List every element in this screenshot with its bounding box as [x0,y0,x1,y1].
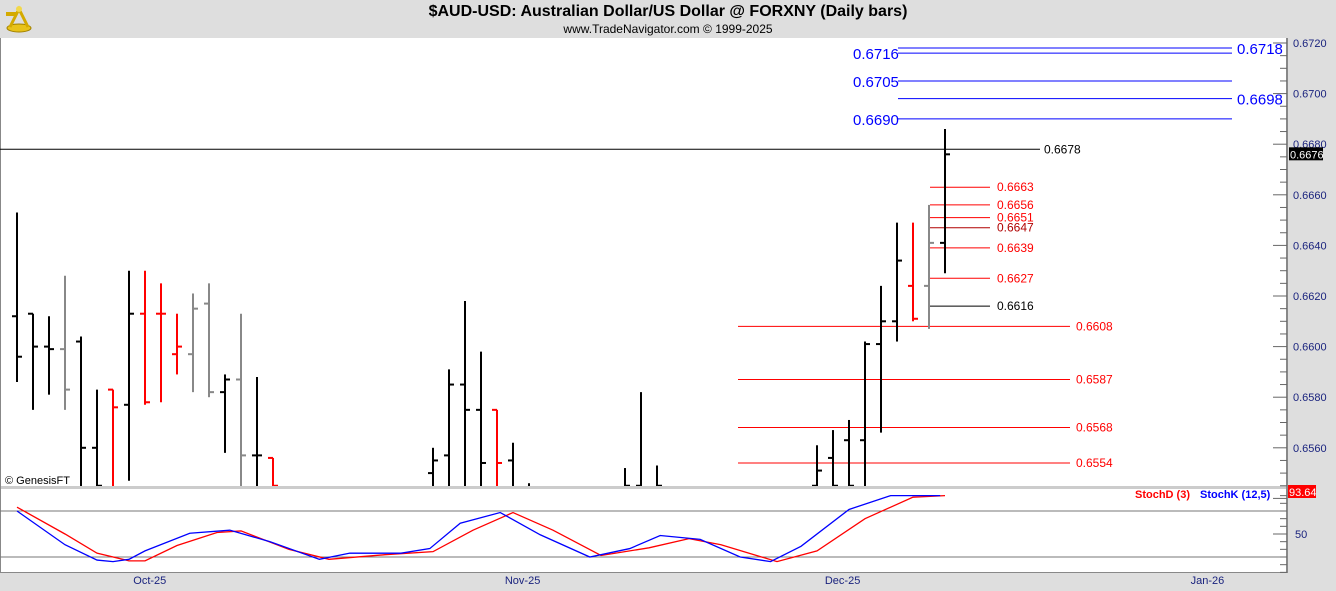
ohlc-bar [44,316,54,395]
y-tick-label: 0.6580 [1293,392,1327,404]
ohlc-bar [60,275,70,410]
level-label: 0.6554 [1076,456,1113,470]
stoch-series-k [16,494,941,563]
x-tick-label: Jan-26 [1191,575,1225,587]
ohlc-bar [12,212,22,383]
level-label: 0.6705 [853,74,899,91]
stoch-tick-label: 50 [1295,529,1307,541]
ohlc-bar [892,222,902,342]
ohlc-bar [476,351,486,486]
stoch-last-badge [1288,485,1316,498]
level-label: 0.6716 [853,46,899,63]
chart-title: $AUD-USD: Australian Dollar/US Dollar @ … [428,3,908,20]
level-label: 0.6587 [1076,372,1113,386]
ohlc-bar [76,336,86,486]
x-tick-label: Nov-25 [505,575,540,587]
legend-stochd: StochD (3) [1135,489,1190,501]
ohlc-bar [924,204,934,329]
ohlc-bar [656,465,662,486]
chart-subtitle: www.TradeNavigator.com © 1999-2025 [563,22,773,36]
level-label: 0.6627 [997,271,1034,285]
ohlc-bar [172,313,182,375]
ohlc-bar [28,312,38,410]
ohlc-bar [108,388,118,486]
ohlc-bar [204,283,214,398]
y-tick-label: 0.6640 [1293,240,1327,252]
level-label: 0.6651 [997,211,1034,225]
stoch-last-value: 93.64 [1289,487,1317,499]
level-label: 0.6616 [997,299,1034,313]
ohlc-bar [460,301,470,486]
x-tick-label: Oct-25 [133,575,166,587]
level-label: 0.6718 [1237,41,1283,58]
y-tick-label: 0.6660 [1293,190,1327,202]
ohlc-bar [220,374,230,453]
stochastic-panel [0,489,1287,572]
ohlc-bar [908,222,918,322]
level-label: 0.6678 [1044,142,1081,156]
legend-stochk: StochK (12,5) [1200,489,1271,501]
level-label: 0.6639 [997,241,1034,255]
ohlc-bar [624,468,630,486]
y-tick-label: 0.6620 [1293,291,1327,303]
ohlc-bar [268,456,278,486]
ohlc-bar [828,430,838,486]
price-plot [0,47,1232,486]
ohlc-bar [252,376,262,486]
level-label: 0.6608 [1076,319,1113,333]
y-tick-label: 0.6720 [1293,38,1327,50]
y-tick-label: 0.6700 [1293,89,1327,101]
ohlc-bar [428,447,438,486]
ohlc-bar [860,341,870,486]
ohlc-bar [812,445,822,486]
level-label: 0.6647 [997,221,1034,235]
ohlc-bar [156,283,166,403]
level-label: 0.6656 [997,198,1034,212]
sextant-icon [6,5,32,33]
ohlc-bar [444,369,454,486]
ohlc-bar [124,270,134,481]
level-label: 0.6663 [997,180,1034,194]
chart-header: $AUD-USD: Australian Dollar/US Dollar @ … [0,0,1336,37]
ohlc-bar [492,408,502,486]
ohlc-bar [844,419,854,486]
ohlc-bar [236,313,246,486]
stoch-series-d [16,495,946,563]
x-tick-label: Dec-25 [825,575,860,587]
level-label: 0.6568 [1076,421,1113,435]
ohlc-bar [876,285,886,433]
level-label: 0.6690 [853,112,899,129]
ohlc-bar [188,293,198,393]
y-tick-label: 0.6600 [1293,342,1327,354]
y-tick-label: 0.6560 [1293,443,1327,455]
last-price-label: 0.6676 [1290,149,1324,161]
last-price-badge [1289,147,1323,161]
ohlc-bar [508,442,514,486]
ohlc-bar [92,389,102,486]
price-panel [0,38,1287,486]
ohlc-bar [636,392,642,486]
ohlc-bar [140,270,150,405]
ohlc-bar [940,129,950,274]
watermark: © GenesisFT [5,475,70,487]
level-label: 0.6698 [1237,92,1283,109]
